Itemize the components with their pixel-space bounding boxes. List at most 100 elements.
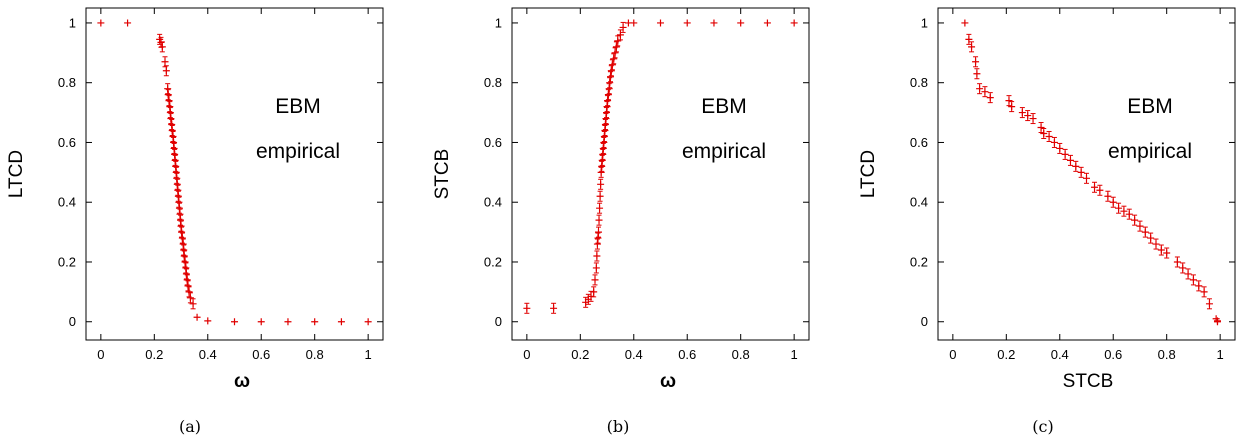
x-tick-label: 0.6 — [678, 347, 696, 362]
plot-frame — [85, 7, 384, 341]
data-point — [364, 318, 372, 326]
data-point — [1213, 318, 1221, 326]
data-point — [178, 234, 186, 242]
data-point — [594, 228, 602, 236]
data-point — [976, 85, 984, 93]
data-point — [1136, 222, 1144, 230]
data-point — [164, 91, 172, 99]
data-point — [157, 38, 165, 46]
x-tick-label: 0.6 — [1104, 347, 1122, 362]
y-tick-label: 0.8 — [58, 75, 76, 90]
data-point — [602, 115, 610, 123]
data-point — [171, 150, 179, 158]
data-point — [608, 61, 616, 69]
data-point — [178, 228, 186, 236]
data-point — [616, 31, 624, 39]
data-point — [763, 19, 771, 27]
data-point — [158, 43, 166, 51]
y-tick-label: 0.8 — [910, 75, 928, 90]
data-point — [166, 109, 174, 117]
data-point — [591, 276, 599, 284]
data-point — [1077, 168, 1085, 176]
data-point — [968, 43, 976, 51]
data-point — [1200, 288, 1208, 296]
x-tick-label: 0 — [523, 347, 530, 362]
data-point — [169, 132, 177, 140]
data-point — [184, 282, 192, 290]
y-tick-label: 0.8 — [484, 75, 502, 90]
annotation-line-1: EBM — [275, 95, 321, 118]
data-point — [165, 97, 173, 105]
data-point — [1061, 150, 1069, 158]
plot-frame — [937, 7, 1236, 341]
data-point — [185, 288, 193, 296]
data-point — [1091, 183, 1099, 191]
data-point — [600, 138, 608, 146]
data-point — [204, 317, 212, 325]
data-point — [1147, 234, 1155, 242]
data-point — [1024, 112, 1032, 120]
data-point — [172, 162, 180, 170]
data-point — [171, 156, 179, 164]
x-tick-label: 0 — [949, 347, 956, 362]
data-point — [683, 19, 691, 27]
data-point — [174, 186, 182, 194]
data-point — [630, 19, 638, 27]
data-point — [593, 240, 601, 248]
y-axis-label: LTCD — [6, 150, 27, 198]
data-point — [177, 222, 185, 230]
data-point — [1040, 129, 1048, 137]
y-tick-label: 0 — [921, 314, 928, 329]
data-point — [172, 168, 180, 176]
data-point — [162, 67, 170, 75]
data-point — [186, 294, 194, 302]
data-point — [965, 35, 973, 43]
data-point — [1125, 210, 1133, 218]
annotation-line-2: empirical — [682, 140, 766, 163]
x-tick-label: 0.8 — [306, 347, 324, 362]
data-point — [607, 67, 615, 75]
data-point — [1104, 192, 1112, 200]
y-tick-label: 0.4 — [910, 195, 928, 210]
y-axis-label: LTCD — [858, 150, 879, 198]
data-point — [1083, 174, 1090, 182]
data-point — [605, 85, 613, 93]
data-point — [981, 88, 989, 96]
data-point — [1189, 276, 1197, 284]
data-point — [600, 132, 608, 140]
data-point — [592, 264, 600, 272]
data-point — [523, 304, 531, 312]
data-point — [596, 204, 604, 212]
x-tick-label: 1 — [365, 347, 372, 362]
data-point — [179, 240, 187, 248]
y-tick-label: 0.6 — [484, 135, 502, 150]
data-point — [180, 252, 188, 260]
plot-frame — [511, 7, 810, 341]
data-point — [1029, 115, 1037, 123]
y-tick-label: 0.4 — [484, 195, 502, 210]
x-tick-label: 0.4 — [1051, 347, 1069, 362]
data-point — [1205, 300, 1213, 308]
x-tick-label: 0.2 — [571, 347, 589, 362]
data-point — [257, 318, 265, 326]
data-point — [311, 318, 319, 326]
data-point — [180, 246, 188, 254]
data-point — [710, 19, 718, 27]
data-point — [590, 288, 598, 296]
data-point — [595, 216, 603, 224]
data-point — [601, 127, 609, 135]
data-point — [1072, 162, 1080, 170]
data-point — [599, 150, 607, 158]
y-tick-label: 1 — [69, 15, 76, 30]
data-point — [176, 210, 184, 218]
data-point — [594, 234, 602, 242]
data-point — [986, 94, 994, 102]
data-point — [97, 19, 105, 27]
data-point — [657, 19, 664, 27]
data-point — [167, 115, 175, 123]
data-point — [604, 91, 612, 99]
data-point — [1018, 109, 1026, 117]
data-point — [1109, 198, 1117, 206]
y-axis-label: STCB — [432, 149, 453, 200]
